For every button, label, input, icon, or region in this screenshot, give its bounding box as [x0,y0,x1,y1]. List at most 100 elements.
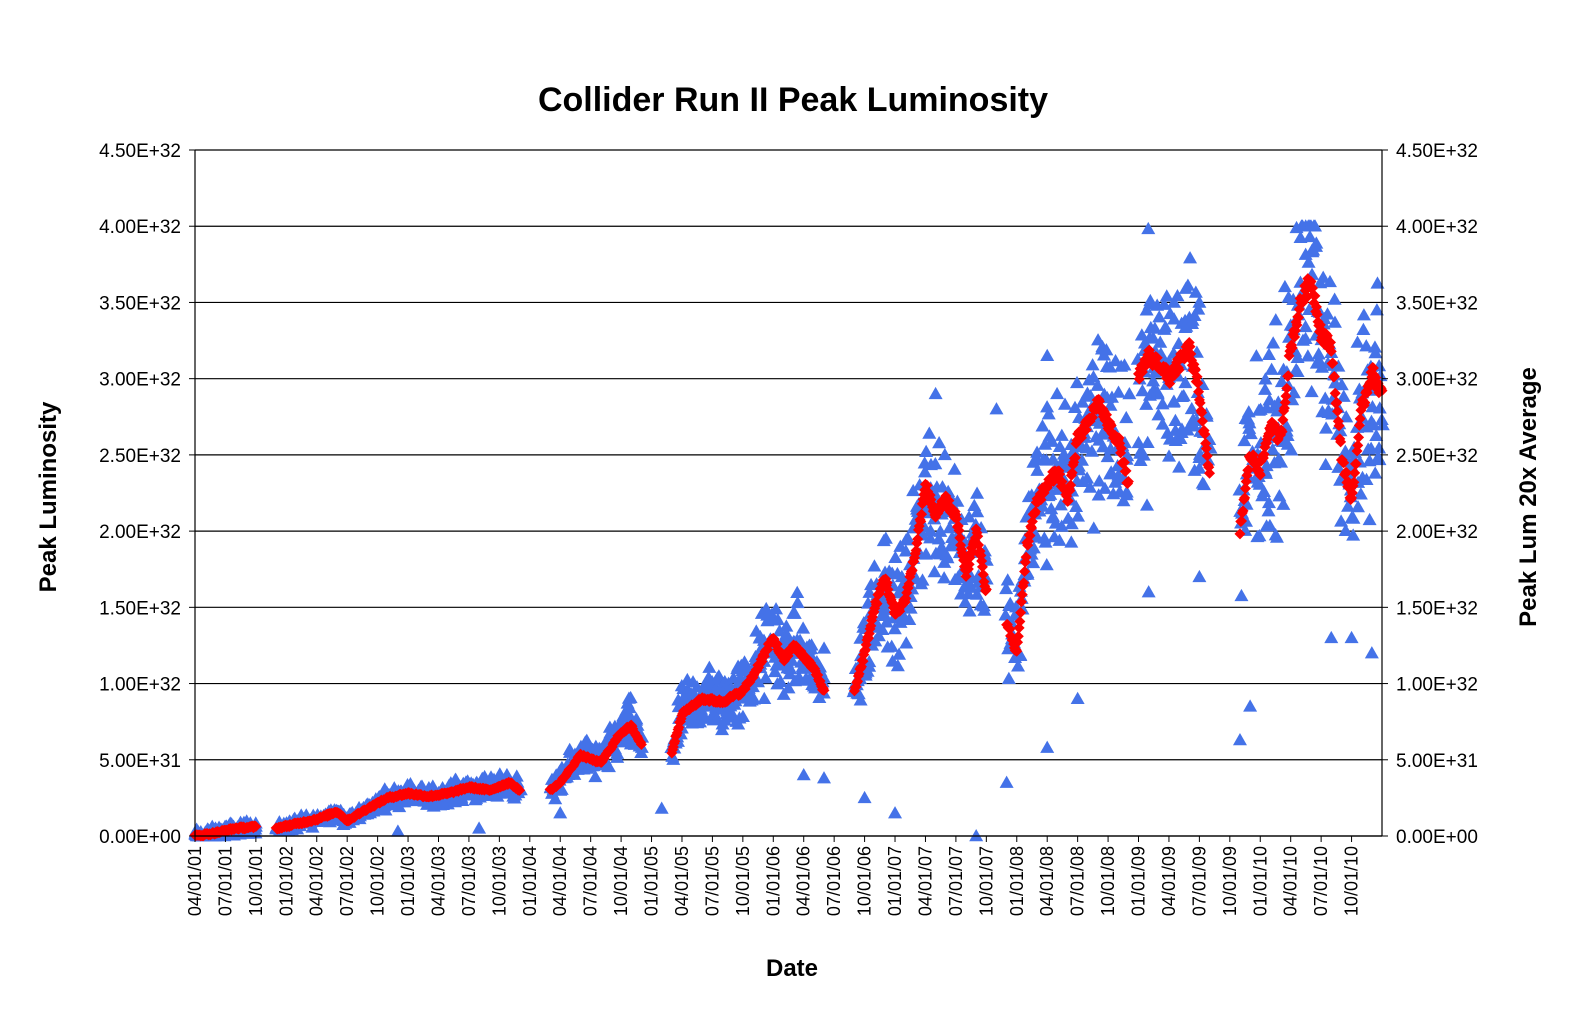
peak-lum-point-1207 [1050,386,1065,400]
peak-lum-point-1524 [1290,350,1305,364]
average-point-1263 [1359,397,1371,409]
peak-lum-point-786 [737,655,752,668]
peak-lum-point-997 [899,636,914,649]
average-point-876 [1018,577,1030,589]
peak-lum-point-1272 [1092,474,1107,487]
peak-lum-point-1480 [1261,504,1276,517]
average-point-769 [915,515,927,527]
peak-lum-point-1192 [1041,407,1056,420]
average-point-831 [963,558,975,570]
peak-lum-point-1333 [1140,498,1155,511]
average-point-1134 [1258,448,1270,460]
x-tick-label-17: 07/01/05 [702,846,722,916]
average-point-1249 [1348,476,1360,488]
peak-lum-point-1051 [933,524,948,537]
peak-lum-point-1604 [1341,499,1356,512]
average-point-1093 [1197,415,1209,427]
peak-lum-point-878 [796,621,811,634]
peak-lum-point-1175 [1030,445,1045,458]
y-tick-label-9: 4.50E+32 [99,141,181,162]
peak-lum-point-1378 [1168,413,1183,427]
peak-lum-point-809 [750,675,765,688]
average-point-1162 [1280,390,1292,402]
peak-lum-point-1379 [1167,312,1182,325]
peak-lum-point-1147 [1013,648,1028,662]
x-tick-label-28: 04/01/08 [1037,846,1057,916]
x-tick-label-32: 04/01/09 [1159,846,1179,916]
peak-lum-point-1635 [1359,339,1374,352]
average-point-853 [980,583,992,595]
x-tick-label-37: 07/01/10 [1311,846,1331,916]
peak-lum-point-1408 [1187,308,1202,321]
average-point-1129 [1254,469,1266,481]
peak-lum-point-1621 [1350,335,1365,348]
peak-lum-point-1601 [1339,410,1354,423]
peak-lum-point-864 [787,606,802,619]
peak-lum-point-1312 [1117,358,1132,371]
y-tick-label-8: 4.00E+32 [99,217,181,238]
peak-lum-point-1541 [1300,349,1315,362]
peak-lum-point-1602 [1338,523,1353,537]
y-tick-label-0: 0.00E+00 [99,827,181,848]
peak-lum-point-1478 [1261,495,1276,509]
average-point-1099 [1201,450,1213,462]
peak-lum-point-1673 [1192,569,1207,583]
peak-lum-point-1684 [989,402,1004,415]
peak-lum-point-1289 [1102,360,1117,373]
x-tick-label-25: 07/01/07 [946,846,966,916]
peak-lum-point-643 [622,700,637,714]
peak-lum-point-1439 [1234,588,1249,602]
x-tick-label-31: 01/01/09 [1129,846,1149,916]
peak-lum-point-1668 [969,829,984,842]
peak-lum-point-1035 [923,531,938,544]
peak-lum-point-1544 [1302,229,1317,243]
peak-lum-point-1441 [1237,433,1252,447]
average-point-777 [921,479,933,491]
x-tick-label-5: 07/01/02 [337,846,357,916]
peak-lum-point-1316 [1119,410,1134,424]
average-point-1090 [1194,397,1206,409]
x-tick-label-15: 01/01/05 [642,846,662,916]
peak-lum-point-1385 [1172,460,1187,473]
peak-lum-point-1335 [1139,397,1154,410]
peak-lum-point-1615 [1346,511,1361,524]
average-point-933 [1062,495,1074,507]
average-point-754 [903,578,915,590]
peak-lum-point-1358 [1155,397,1170,410]
peak-lum-point-1592 [1334,514,1349,527]
peak-lum-point-1337 [1141,221,1156,235]
gridlines [195,149,1382,837]
peak-lum-point-1685 [1040,348,1055,362]
average-point-879 [1020,551,1032,563]
average-point-1007 [1120,465,1132,477]
peak-lum-point-1671 [1070,691,1085,705]
x-tick-label-19: 01/01/06 [763,846,783,916]
peak-lum-point-572 [579,733,594,746]
peak-lum-point-840 [770,612,785,625]
average-point-1005 [1118,456,1130,468]
peak-lum-point-1399 [1180,423,1195,436]
average-point-1220 [1325,345,1337,357]
peak-lum-point-1000 [900,531,915,544]
peak-lum-point-1343 [1146,331,1161,344]
average-point-1086 [1191,371,1203,383]
peak-lum-point-987 [892,647,907,660]
x-tick-label-33: 07/01/09 [1189,846,1209,916]
x-tick-label-11: 01/01/04 [520,846,540,916]
y2-tick-label-3: 1.50E+32 [1396,598,1478,619]
x-tick-label-23: 01/01/07 [885,846,905,916]
x-tick-label-38: 10/01/10 [1342,846,1362,916]
peak-lum-point-870 [790,585,805,598]
x-tick-label-4: 04/01/02 [307,846,327,916]
peak-lum-point-964 [878,531,893,544]
average-point-869 [1012,630,1024,642]
average-point-1250 [1349,467,1361,479]
peak-lum-point-1666 [857,790,872,804]
x-tick-label-3: 01/01/02 [276,846,296,916]
peak-lum-point-914 [817,641,832,654]
peak-lum-point-1110 [969,587,984,600]
peak-lum-point-1543 [1301,255,1316,268]
peak-lum-point-1364 [1158,320,1173,333]
